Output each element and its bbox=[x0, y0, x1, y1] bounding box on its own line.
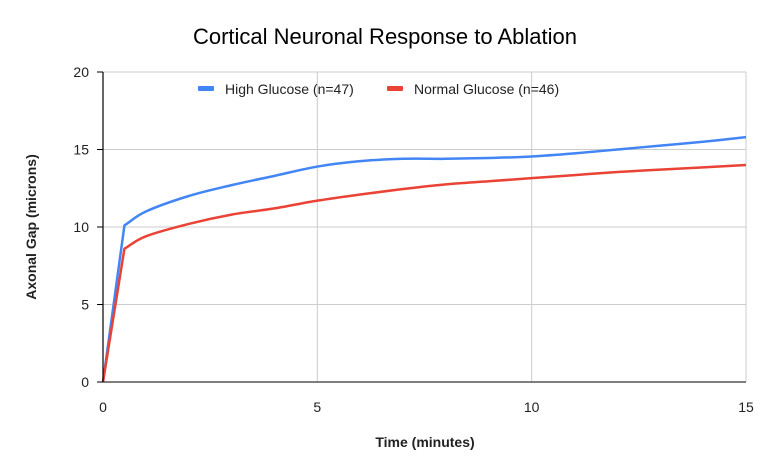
legend-swatch-0 bbox=[198, 86, 214, 91]
x-tick-label: 0 bbox=[99, 399, 107, 415]
y-tick-label: 15 bbox=[73, 142, 89, 158]
series-line-0 bbox=[101, 135, 747, 383]
legend-swatch-1 bbox=[387, 86, 403, 91]
y-tick-label: 5 bbox=[81, 297, 89, 313]
y-tick-label: 0 bbox=[81, 374, 89, 390]
x-tick-label: 5 bbox=[313, 399, 321, 415]
legend-label-0: High Glucose (n=47) bbox=[225, 81, 354, 97]
x-tick-label: 15 bbox=[738, 399, 754, 415]
chart-title: Cortical Neuronal Response to Ablation bbox=[193, 24, 577, 49]
x-axis-label: Time (minutes) bbox=[375, 434, 474, 450]
y-axis-label: Axonal Gap (microns) bbox=[23, 154, 39, 299]
y-tick-label: 10 bbox=[73, 219, 89, 235]
series-line-1 bbox=[101, 163, 747, 383]
legend-label-1: Normal Glucose (n=46) bbox=[414, 81, 559, 97]
y-tick-label: 20 bbox=[73, 64, 89, 80]
x-tick-label: 10 bbox=[524, 399, 540, 415]
